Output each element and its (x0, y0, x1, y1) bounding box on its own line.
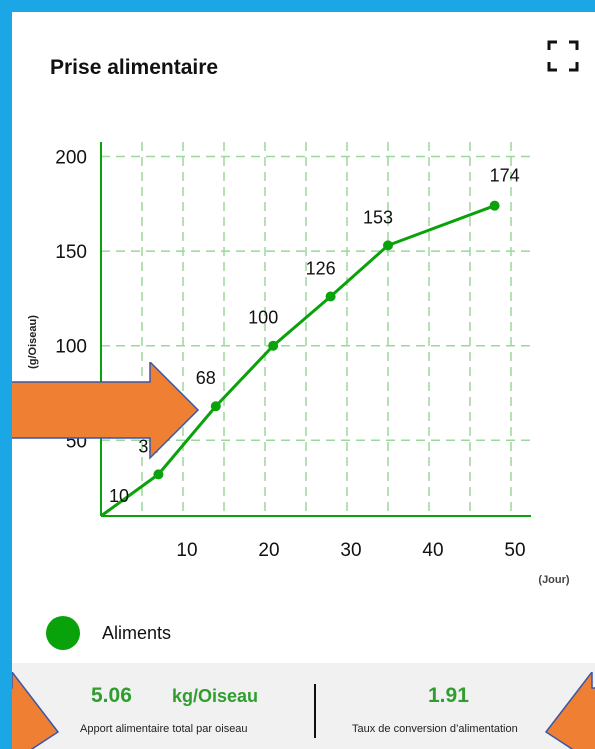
total-feed-unit: kg/Oiseau (172, 686, 259, 706)
data-label: 10 (109, 486, 129, 506)
chart-legend: Aliments (46, 616, 171, 650)
callout-arrow-bottom-right (544, 672, 595, 749)
y-tick-label: 150 (55, 242, 87, 263)
chart-card: Prise alimentaire 50 100 150 200 10 20 30 40 50(… (12, 12, 595, 749)
data-point (489, 200, 500, 211)
fullscreen-icon[interactable] (545, 38, 581, 74)
total-feed-value: 5.06 (91, 684, 132, 707)
x-tick-label: 50 (504, 540, 525, 561)
legend-marker (46, 616, 80, 650)
x-tick-label: 30 (340, 540, 361, 561)
data-label: 153 (363, 207, 393, 227)
callout-arrow-bottom-left (12, 672, 60, 749)
x-tick-label: 10 (176, 540, 197, 561)
data-label: 126 (306, 258, 336, 278)
data-point (268, 340, 279, 351)
data-point (153, 469, 164, 480)
data-label: 100 (248, 308, 278, 328)
data-point (383, 240, 393, 251)
fcr-caption: Taux de conversion d’alimentation (352, 723, 518, 735)
legend-label: Aliments (102, 622, 172, 643)
total-feed-caption: Apport alimentaire total par oiseau (80, 723, 248, 735)
y-axis-label: (g/Oiseau) (27, 315, 39, 369)
x-tick-label: 40 (422, 540, 443, 561)
data-point (325, 291, 336, 302)
data-point (210, 401, 221, 412)
x-tick-label: 20 (258, 540, 279, 561)
data-label: 68 (196, 368, 216, 388)
stats-divider (314, 684, 316, 738)
x-axis-label: (Jour) (538, 574, 570, 586)
y-tick-label: 100 (55, 337, 87, 358)
fcr-value: 1.91 (428, 684, 469, 707)
callout-arrow-right (12, 362, 200, 460)
stats-footer: 5.06 kg/Oiseau Apport alimentaire total … (12, 663, 595, 749)
page-title: Prise alimentaire (50, 56, 219, 79)
series-line-aliments (100, 204, 496, 518)
data-label: 174 (490, 166, 520, 186)
y-tick-label: 200 (55, 147, 87, 168)
